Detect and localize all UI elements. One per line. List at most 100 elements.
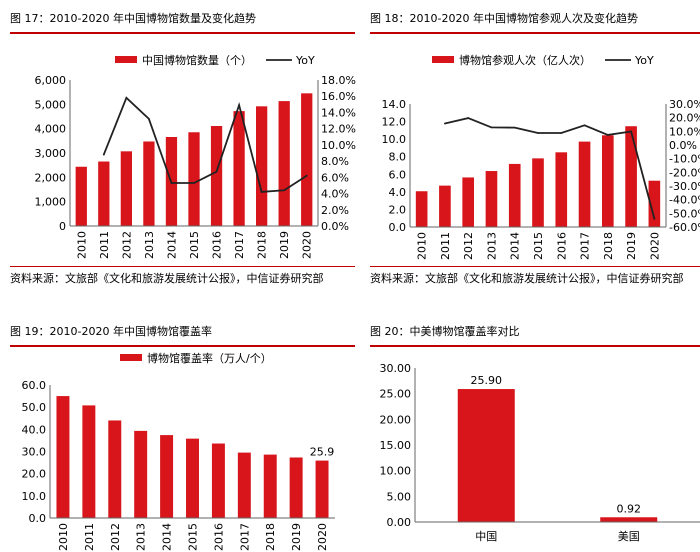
- yoy-point: [513, 126, 516, 129]
- yoy-point: [583, 124, 586, 127]
- y2-tick-label: 0.0%: [321, 220, 349, 233]
- bar-2017: [233, 111, 245, 226]
- y-tick-label: 6,000: [35, 74, 67, 87]
- x-tick-label: 2013: [143, 231, 156, 259]
- legend-label-bar: 博物馆覆盖率（万人/个）: [147, 351, 272, 365]
- x-tick-label: 2017: [233, 231, 246, 259]
- yoy-point: [490, 126, 493, 129]
- legend-swatch-bar: [432, 56, 454, 63]
- x-tick-label: 2016: [211, 231, 224, 259]
- y2-tick-label: -30.0%: [669, 180, 700, 193]
- x-tick-label: 2012: [109, 523, 122, 551]
- y2-tick-label: 0.0%: [669, 139, 697, 152]
- bar-2018: [256, 106, 268, 226]
- x-tick-label: 2010: [75, 231, 88, 259]
- bar-2014: [160, 435, 174, 518]
- x-tick-label: 2010: [416, 232, 429, 260]
- y2-tick-label: 20.0%: [669, 112, 700, 125]
- x-tick-label: 中国: [475, 530, 497, 543]
- chart-museum-coverage: 0.0 10.0 20.0 30.0 40.0 50.0 60.0 25.9 2010 2011 2…: [22, 351, 335, 551]
- yoy-point: [148, 118, 150, 120]
- y2-tick-label: 10.0%: [669, 125, 700, 138]
- y2-tick-label: -50.0%: [669, 207, 700, 220]
- title-rule: [370, 32, 700, 34]
- yoy-point: [305, 174, 308, 177]
- bar-2014: [508, 163, 521, 227]
- chart-museum-count: 0 1,000 2,000 3,000 4,000 5,000 6,000 0.0% 2.0% 4…: [35, 53, 356, 259]
- y-tick-label: 40.0: [22, 423, 47, 436]
- y2-tick-label: 4.0%: [321, 188, 349, 201]
- x-tick-label: 2016: [212, 523, 225, 551]
- bar-2016: [555, 152, 568, 227]
- x-tick-label: 2011: [98, 231, 111, 259]
- y-tick-label: 10.0: [22, 490, 47, 503]
- y-tick-label: 5,000: [35, 98, 67, 111]
- bar-2011: [98, 161, 110, 226]
- y2-tick-label: 18.0%: [321, 74, 356, 87]
- x-tick-label: 2011: [83, 523, 96, 551]
- yoy-point: [606, 133, 609, 136]
- y-tick-label: 12.0: [382, 116, 407, 129]
- yoy-point: [125, 96, 128, 99]
- bar-2018: [602, 135, 614, 227]
- y2-tick-label: 30.0%: [669, 98, 700, 111]
- bar-2013: [485, 171, 498, 227]
- y-tick-label: 4,000: [35, 123, 67, 136]
- yoy-point: [215, 170, 218, 173]
- yoy-point: [260, 191, 263, 193]
- x-tick-label: 2013: [135, 523, 148, 551]
- x-tick-label: 2011: [439, 232, 452, 260]
- yoy-line: [102, 96, 308, 193]
- y-tick-label: 2.0: [389, 203, 407, 216]
- x-tick-label: 2018: [264, 523, 277, 551]
- y-tick-label: 25.00: [380, 388, 412, 401]
- y-tick-label: 2,000: [35, 171, 67, 184]
- yoy-point: [283, 189, 286, 192]
- x-tick-label: 2012: [120, 231, 133, 259]
- x-tick-label: 2015: [188, 231, 201, 259]
- y2-tick-label: -60.0%: [669, 221, 700, 234]
- panel-museum-count: 图 17：2010-2020 年中国博物馆数量及变化趋势 0 1,000 2,000…: [10, 10, 356, 285]
- data-label: 25.90: [471, 374, 503, 387]
- y-tick-label: 15.00: [380, 439, 412, 452]
- x-tick-label: 2016: [555, 232, 568, 260]
- y-tick-label: 4.0: [389, 186, 407, 199]
- panel-museum-coverage: 图 19：2010-2020 年中国博物馆覆盖率 0.0 10.0 20.0 30.0…: [10, 323, 355, 552]
- bar-2011: [82, 405, 96, 518]
- bar-2016: [211, 443, 225, 518]
- panel-museum-visits: 图 18：2010-2020 年中国博物馆参观人次及变化趋势 0.0 2.0 4.0…: [370, 10, 700, 285]
- bar-2010: [56, 396, 70, 518]
- x-tick-label: 2015: [532, 232, 545, 260]
- panel-title: 图 20：中美博物馆覆盖率对比: [370, 325, 520, 338]
- y2-tick-label: 6.0%: [321, 171, 349, 184]
- x-tick-label: 2019: [290, 523, 303, 551]
- legend-label-line: YoY: [634, 54, 654, 67]
- bar-2015: [186, 438, 199, 518]
- y-tick-label: 0.0: [29, 512, 47, 525]
- legend-label-line: YoY: [295, 54, 315, 67]
- yoy-point: [630, 130, 632, 133]
- y2-tick-label: 12.0%: [321, 123, 356, 136]
- y-tick-label: 10.0: [382, 133, 407, 146]
- y-tick-label: 60.0: [22, 379, 47, 392]
- x-tick-label: 2014: [165, 231, 178, 259]
- y-tick-label: 0.00: [387, 516, 412, 529]
- y-tick-label: 0: [59, 220, 66, 233]
- yoy-point: [444, 122, 446, 125]
- bar-2010: [75, 166, 87, 226]
- source-rule: [370, 266, 700, 267]
- x-tick-label: 2017: [238, 523, 251, 551]
- legend-swatch-bar: [120, 354, 142, 361]
- title-rule: [370, 345, 700, 347]
- y-tick-label: 30.00: [380, 362, 412, 375]
- bar-2019: [625, 126, 637, 227]
- y2-tick-label: 8.0%: [321, 155, 349, 168]
- panel-title: 图 17：2010-2020 年中国博物馆数量及变化趋势: [10, 12, 256, 25]
- source-rule: [10, 266, 355, 267]
- panel-coverage-compare: 图 20：中美博物馆覆盖率对比 0.00 5.00 10.00 15.00 20.00 2…: [370, 323, 700, 552]
- panel-title: 图 18：2010-2020 年中国博物馆参观人次及变化趋势: [370, 12, 638, 25]
- bar-2012: [462, 177, 474, 227]
- y-tick-label: 8.0: [389, 151, 407, 164]
- bar-2013: [143, 141, 155, 226]
- yoy-point: [653, 218, 656, 220]
